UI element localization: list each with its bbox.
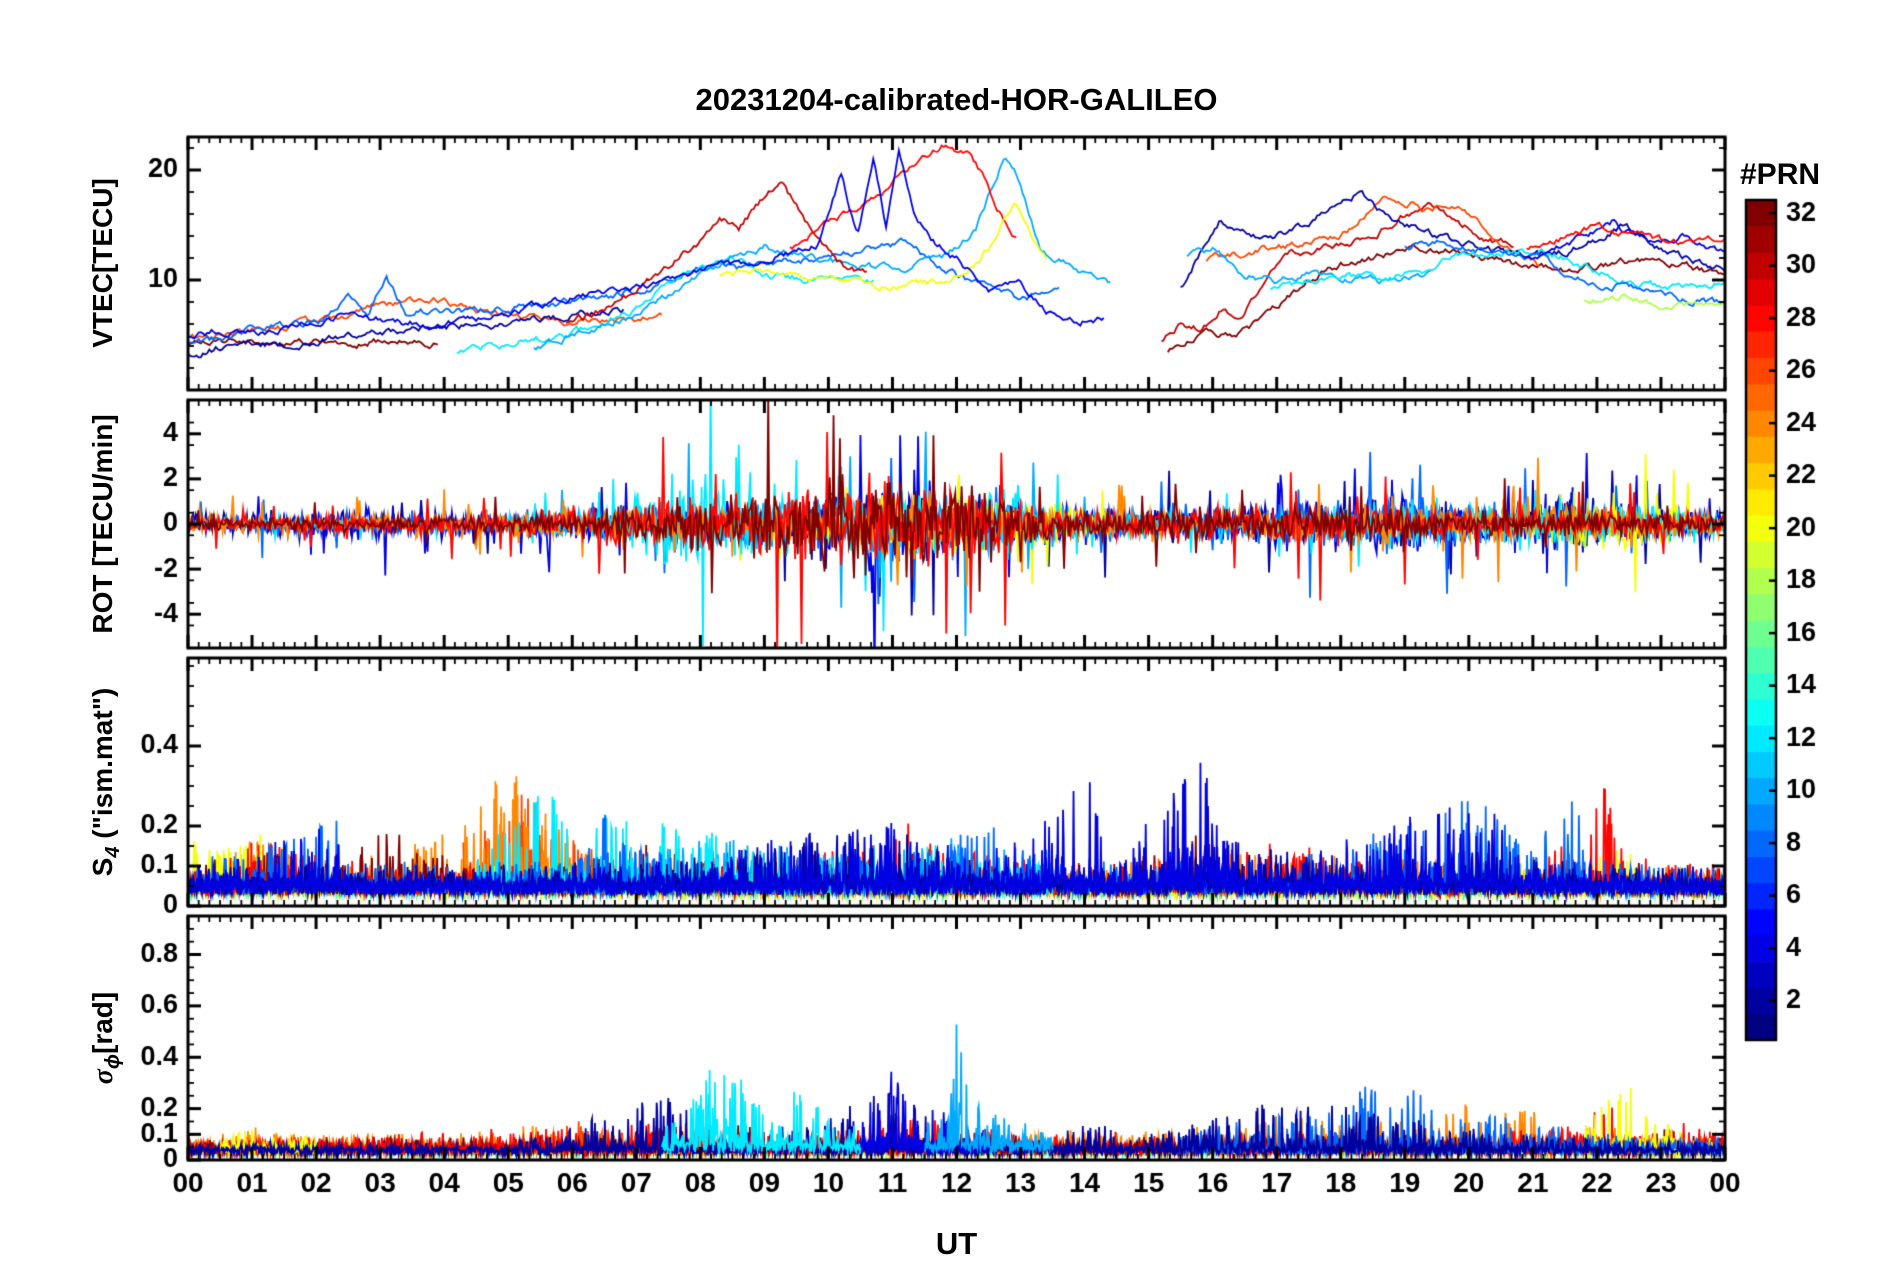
xlabel-ut: UT	[935, 1226, 978, 1261]
ylabel-s4: S4 ("ism.mat")	[87, 687, 124, 877]
ylabel-sigma-phi: σϕ[rad]	[87, 991, 124, 1085]
chart-title: 20231204-calibrated-HOR-GALILEO	[695, 82, 1218, 117]
ylabel-sigma-text: σ	[88, 1069, 119, 1085]
ylabel-rot: ROT [TECU/min]	[87, 414, 125, 633]
ylabel-vtec-text: VTEC[TECU]	[87, 178, 118, 348]
colorbar-title: #PRN	[1740, 158, 1821, 191]
ylabel-vtec: VTEC[TECU]	[87, 178, 125, 348]
ylabel-rot-text: ROT [TECU/min]	[87, 414, 118, 634]
ylabel-s4-text: S	[87, 857, 118, 877]
